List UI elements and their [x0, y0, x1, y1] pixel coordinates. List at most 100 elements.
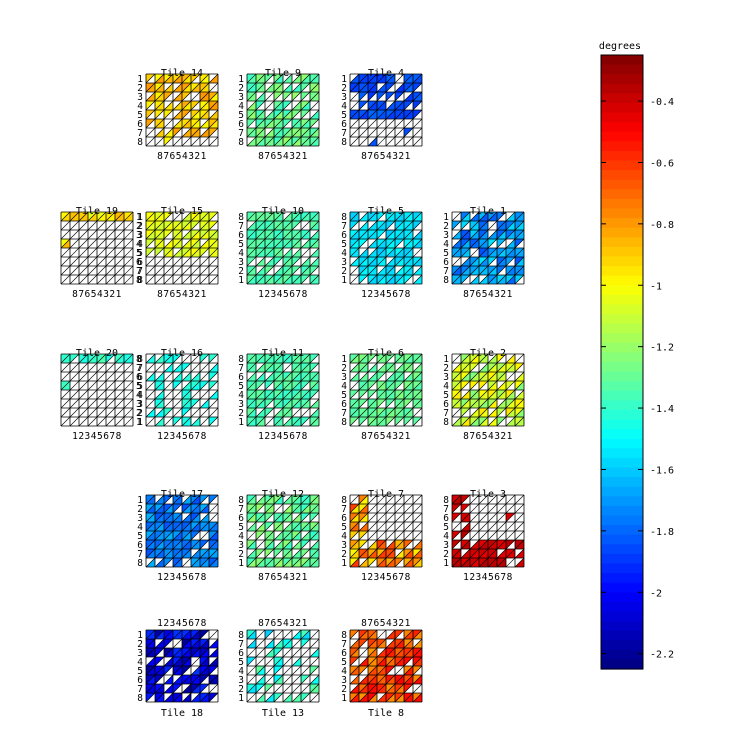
grid-diagonal [181, 674, 192, 685]
grid-diagonal [403, 100, 414, 111]
grid-diagonal [246, 211, 257, 222]
tile-row-label: 7 [137, 549, 143, 560]
grid-diagonal [255, 136, 266, 147]
grid-diagonal [487, 220, 498, 231]
grid-diagonal [451, 398, 462, 409]
grid-diagonal [358, 557, 369, 568]
grid-diagonal [172, 548, 183, 559]
grid-diagonal [145, 539, 156, 550]
grid-diagonal [105, 353, 116, 364]
grid-diagonal [394, 398, 405, 409]
grid-diagonal [145, 548, 156, 559]
grid-diagonal [181, 91, 192, 102]
tile-row-label: 4 [137, 522, 143, 533]
grid-diagonal [208, 539, 219, 550]
grid-diagonal [145, 674, 156, 685]
tile-row-label: 4 [443, 239, 449, 250]
grid-diagonal [403, 656, 414, 667]
grid-diagonal [87, 247, 98, 258]
tile-col-labels: 87654321 [361, 431, 411, 442]
grid-diagonal [394, 100, 405, 111]
colorbar-bands [601, 55, 643, 670]
grid-diagonal [403, 692, 414, 703]
grid-diagonal [358, 407, 369, 418]
grid-diagonal [190, 683, 201, 694]
tile-row-label: 3 [136, 230, 142, 241]
grid-diagonal [385, 118, 396, 129]
grid-diagonal [199, 407, 210, 418]
grid-diagonal [114, 371, 125, 382]
grid-diagonal [123, 256, 134, 267]
grid-diagonal [300, 109, 311, 120]
grid-diagonal [264, 371, 275, 382]
grid-diagonal [451, 503, 462, 514]
grid-diagonal [309, 539, 320, 550]
grid-diagonal [273, 674, 284, 685]
grid-diagonal [291, 353, 302, 364]
grid-diagonal [291, 91, 302, 102]
grid-diagonal [208, 256, 219, 267]
grid-diagonal [300, 638, 311, 649]
grid-diagonal [114, 274, 125, 285]
grid-diagonal [412, 503, 423, 514]
grid-diagonal [273, 127, 284, 138]
grid-diagonal [376, 247, 387, 258]
grid-diagonal [123, 211, 134, 222]
grid-diagonal [349, 512, 360, 523]
grid-diagonal [469, 548, 480, 559]
grid-diagonal [505, 362, 516, 373]
grid-diagonal [123, 371, 134, 382]
grid-diagonal [376, 539, 387, 550]
grid-diagonal [291, 220, 302, 231]
grid-diagonal [291, 674, 302, 685]
colorbar-band [601, 496, 643, 507]
tile-row-label: 6 [137, 119, 143, 130]
grid-diagonal [358, 665, 369, 676]
grid-diagonal [412, 371, 423, 382]
grid-diagonal [309, 416, 320, 427]
grid-diagonal [96, 265, 107, 276]
grid-diagonal [487, 530, 498, 541]
grid-diagonal [505, 211, 516, 222]
grid-diagonal [123, 229, 134, 240]
tile-row-label: 8 [341, 495, 347, 506]
grid-diagonal [358, 512, 369, 523]
grid-diagonal [69, 229, 80, 240]
grid-diagonal [145, 91, 156, 102]
grid-diagonal [273, 656, 284, 667]
colorbar-band [601, 102, 643, 114]
grid-diagonal [385, 220, 396, 231]
grid-diagonal [246, 353, 257, 364]
grid-diagonal [505, 380, 516, 391]
colorbar-band [601, 553, 643, 565]
grid-diagonal [172, 503, 183, 514]
grid-diagonal [255, 539, 266, 550]
grid-diagonal [181, 82, 192, 93]
grid-diagonal [163, 656, 174, 667]
grid-diagonal [358, 521, 369, 532]
grid-diagonal [403, 407, 414, 418]
grid-diagonal [300, 274, 311, 285]
tile-row-label: 3 [137, 513, 143, 524]
grid-diagonal [163, 238, 174, 249]
tile-row-label: 2 [238, 83, 244, 94]
grid-diagonal [199, 247, 210, 258]
grid-diagonal [172, 656, 183, 667]
grid-diagonal [487, 371, 498, 382]
grid-diagonal [60, 247, 71, 258]
tile-row-label: 7 [341, 128, 347, 139]
grid-diagonal [181, 353, 192, 364]
grid-diagonal [394, 211, 405, 222]
grid-diagonal [172, 211, 183, 222]
grid-diagonal [358, 503, 369, 514]
tile-row-label: 3 [137, 230, 143, 241]
colorbar-band [601, 323, 643, 334]
tile-title: Tile 8 [368, 708, 404, 719]
tile-row-label: 4 [238, 666, 244, 677]
grid-diagonal [145, 229, 156, 240]
tile-row-label: 1 [238, 417, 244, 428]
grid-diagonal [273, 530, 284, 541]
grid-diagonal [412, 389, 423, 400]
grid-diagonal [273, 265, 284, 276]
